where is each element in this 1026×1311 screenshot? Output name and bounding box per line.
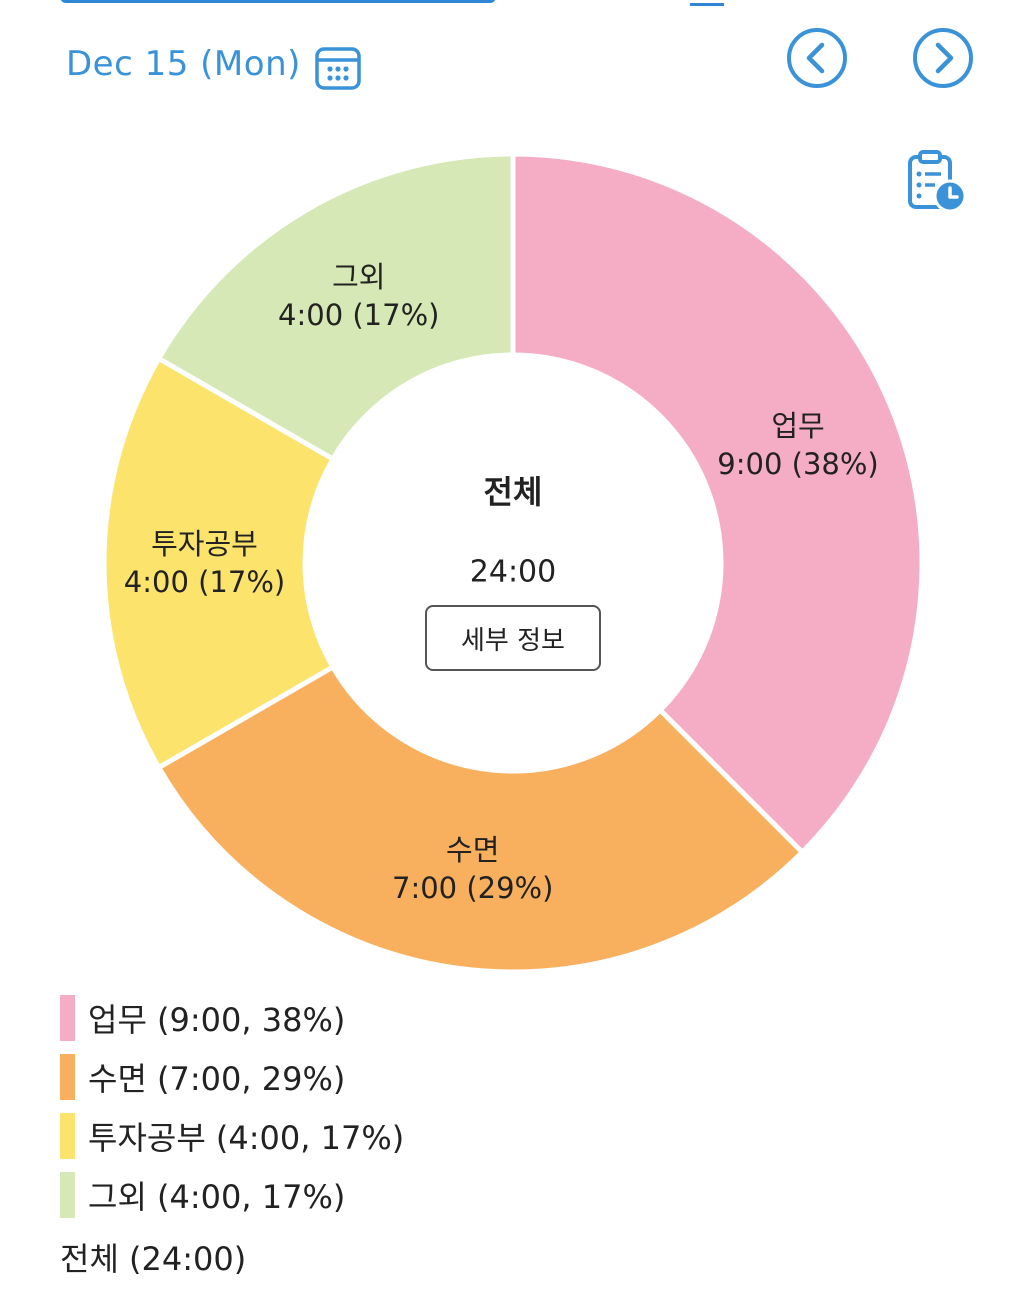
donut-chart[interactable]: 업무 9:00 (38%) 수면 7:00 (29%) 투자공부 4:00 (17%) 그외…	[0, 0, 1026, 990]
slice-label-name: 수면	[446, 832, 500, 867]
slice-label-name: 그외	[332, 259, 386, 294]
history-button[interactable]	[903, 148, 969, 214]
legend-item: 그외 (4:00, 17%)	[60, 1171, 404, 1219]
legend-swatch	[60, 1113, 75, 1159]
legend-total: 전체 (24:00)	[60, 1240, 247, 1278]
legend-label: 수면 (7:00, 29%)	[88, 1060, 346, 1098]
legend-item: 투자공부 (4:00, 17%)	[60, 1112, 404, 1160]
donut-slice[interactable]	[510, 151, 925, 856]
legend-swatch	[60, 995, 75, 1041]
legend-item: 업무 (9:00, 38%)	[60, 994, 404, 1042]
chevron-right-circle-icon	[913, 28, 973, 88]
calendar-icon[interactable]	[314, 44, 362, 92]
legend-swatch	[60, 1172, 75, 1218]
top-tab-indicator	[60, 0, 496, 3]
slice-label-value: 4:00 (17%)	[278, 297, 440, 332]
donut-slice[interactable]	[101, 355, 337, 771]
slice-label: 업무 9:00 (38%)	[717, 407, 878, 483]
legend-label: 그외 (4:00, 17%)	[88, 1178, 346, 1216]
next-day-button[interactable]	[912, 27, 974, 89]
donut-slice[interactable]	[155, 151, 516, 463]
slice-label: 수면 7:00 (29%)	[392, 831, 553, 907]
prev-day-button[interactable]	[786, 27, 848, 89]
chevron-left-circle-icon	[787, 28, 847, 88]
donut-slice[interactable]	[155, 663, 806, 975]
slice-label-value: 9:00 (38%)	[717, 446, 879, 481]
slice-label-name: 업무	[771, 408, 825, 443]
legend-label: 업무 (9:00, 38%)	[88, 1001, 346, 1039]
slice-label-name: 투자공부	[151, 527, 258, 561]
slice-label: 투자공부 4:00 (17%)	[124, 525, 285, 601]
center-total: 24:00	[469, 554, 557, 590]
legend-label: 투자공부 (4:00, 17%)	[88, 1119, 405, 1157]
legend-swatch	[60, 1054, 75, 1100]
detail-button[interactable]: 세부 정보	[425, 605, 601, 671]
clipboard-clock-icon	[908, 150, 967, 213]
date-label[interactable]: Dec 15 (Mon)	[66, 44, 301, 84]
slice-label-value: 7:00 (29%)	[392, 870, 554, 905]
center-title: 전체	[483, 473, 543, 511]
legend: 업무 (9:00, 38%) 수면 (7:00, 29%) 투자공부 (4:00, …	[60, 994, 404, 1230]
slice-label: 그외 4:00 (17%)	[278, 258, 439, 334]
slice-label-value: 4:00 (17%)	[123, 565, 286, 599]
donut-chart-svg	[101, 151, 925, 975]
legend-item: 수면 (7:00, 29%)	[60, 1053, 404, 1101]
top-tab-fragment	[690, 0, 724, 6]
